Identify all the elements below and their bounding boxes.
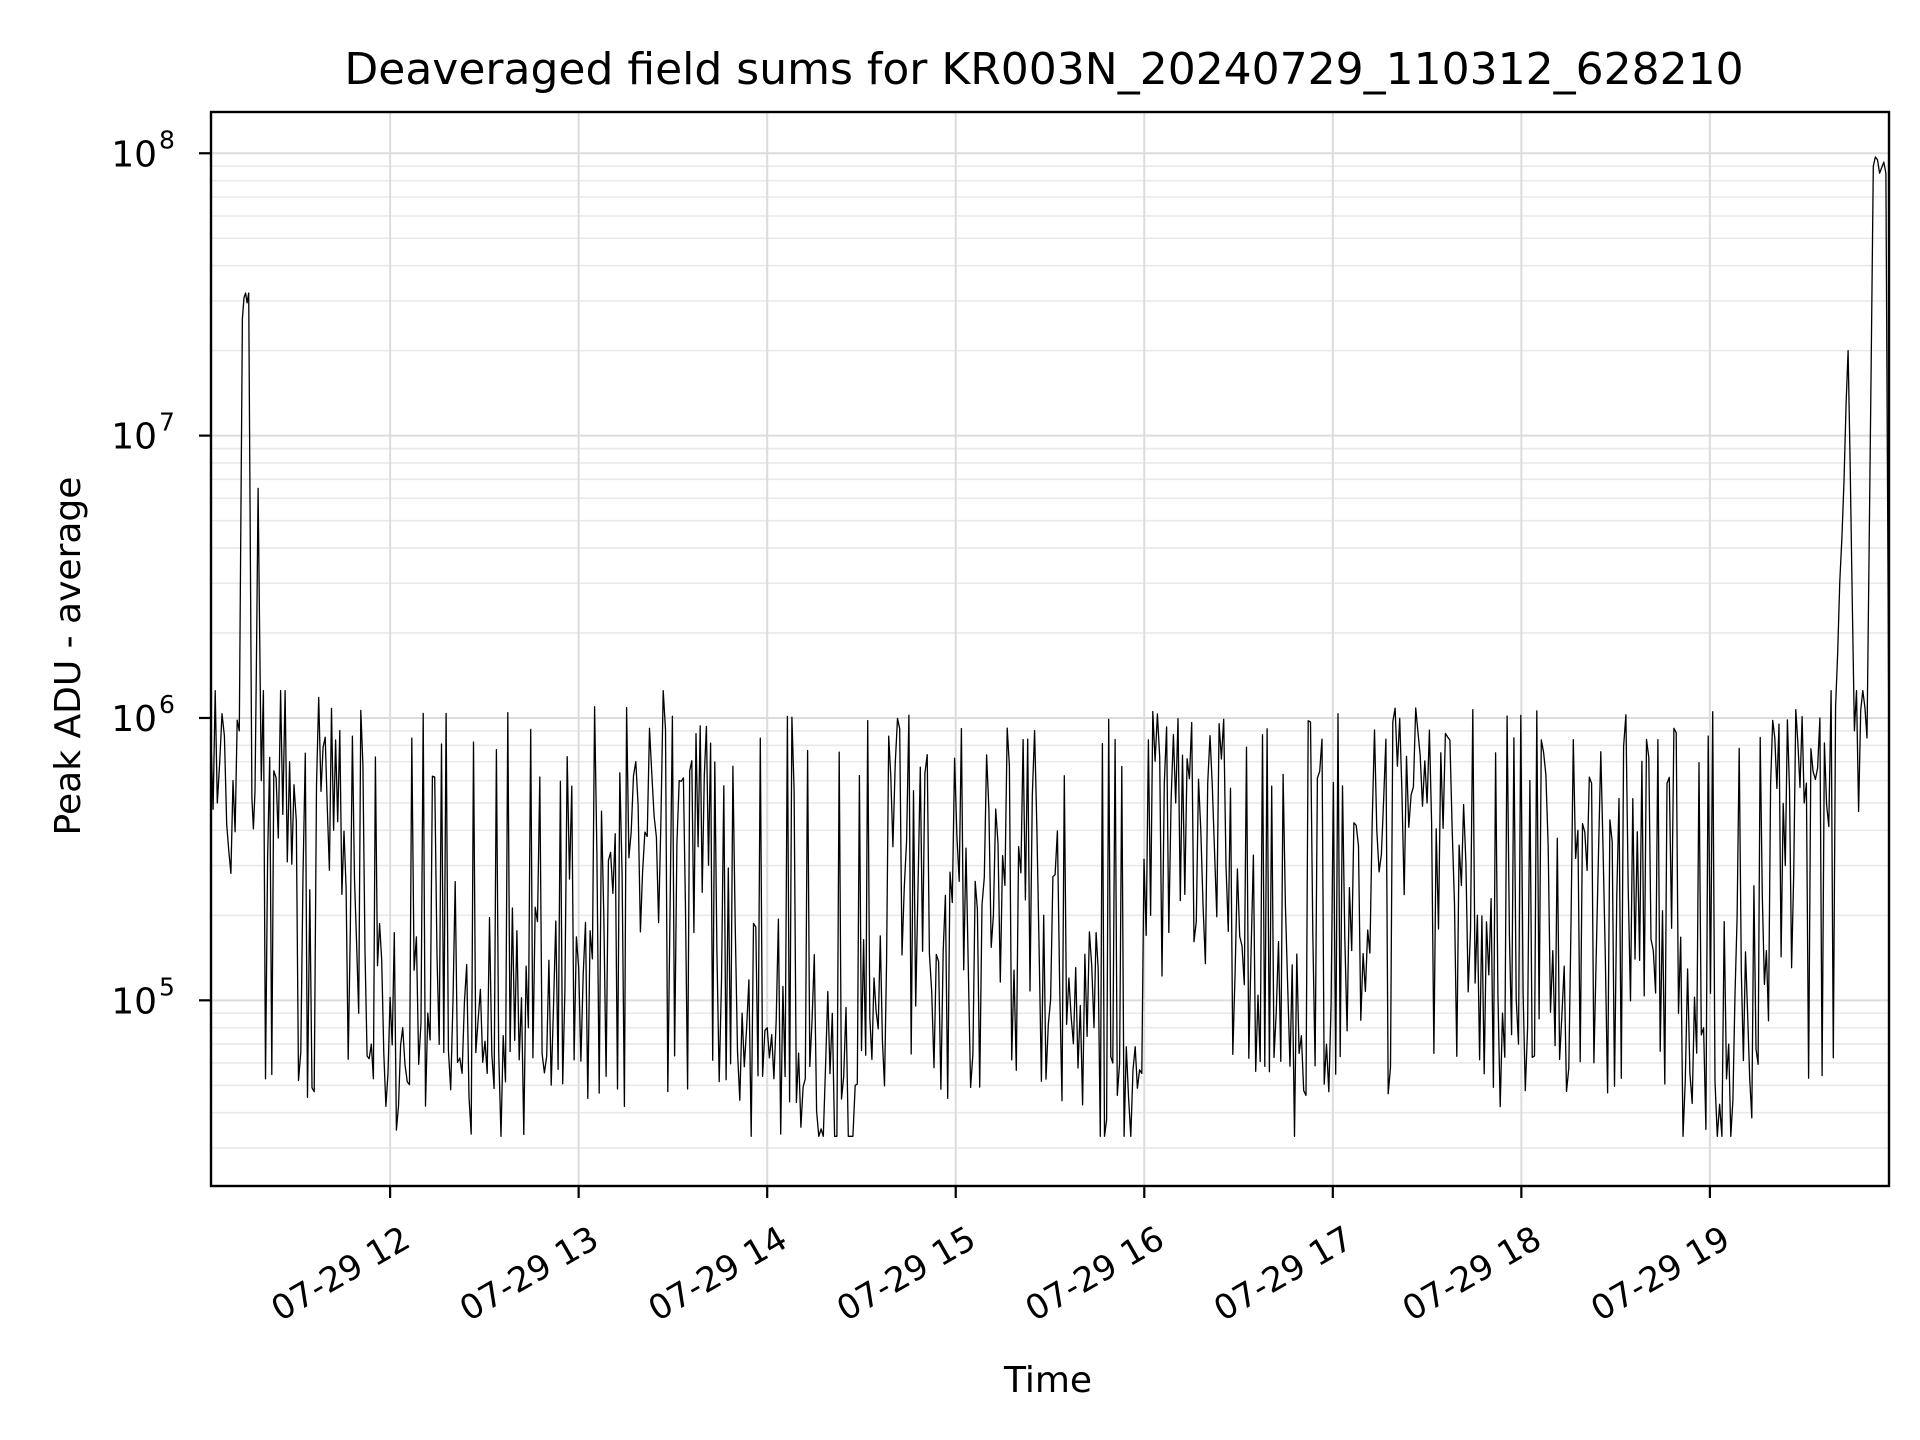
plot-frame [209,110,1891,1188]
x-tick-label: 07-29 15 [830,1219,982,1330]
y-tick-label: 10 8 [111,125,175,175]
y-tick-exponent: 7 [159,408,175,437]
x-axis-ticks: 07-29 12 07-29 13 07-29 14 07-29 15 07-29 16… [265,1186,1737,1330]
x-axis-label: Time [1003,1360,1092,1401]
y-tick-label: 10 6 [111,690,175,740]
y-tick-label: 10 5 [111,972,175,1022]
x-tick-label: 07-29 13 [453,1219,605,1330]
y-tick-label: 10 7 [111,408,175,458]
y-tick-base: 10 [111,699,157,740]
chart-title: Deaveraged field sums for KR003N_2024072… [344,44,1743,95]
y-tick-exponent: 8 [159,125,175,154]
y-axis-label: Peak ADU - average [48,477,89,836]
grid [211,112,1889,1186]
x-tick-label: 07-29 12 [265,1219,417,1330]
x-tick-label: 07-29 17 [1207,1219,1359,1330]
series-layer [210,156,1890,1137]
y-tick-base: 10 [111,134,157,175]
x-tick-label: 07-29 14 [642,1219,794,1330]
y-tick-base: 10 [111,417,157,458]
x-tick-label: 07-29 19 [1584,1219,1736,1330]
series-line [210,156,1890,1137]
x-tick-label: 07-29 16 [1019,1219,1171,1330]
y-tick-exponent: 5 [159,972,175,1001]
y-tick-base: 10 [111,981,157,1022]
y-tick-exponent: 6 [159,690,175,719]
x-tick-label: 07-29 18 [1396,1219,1548,1330]
